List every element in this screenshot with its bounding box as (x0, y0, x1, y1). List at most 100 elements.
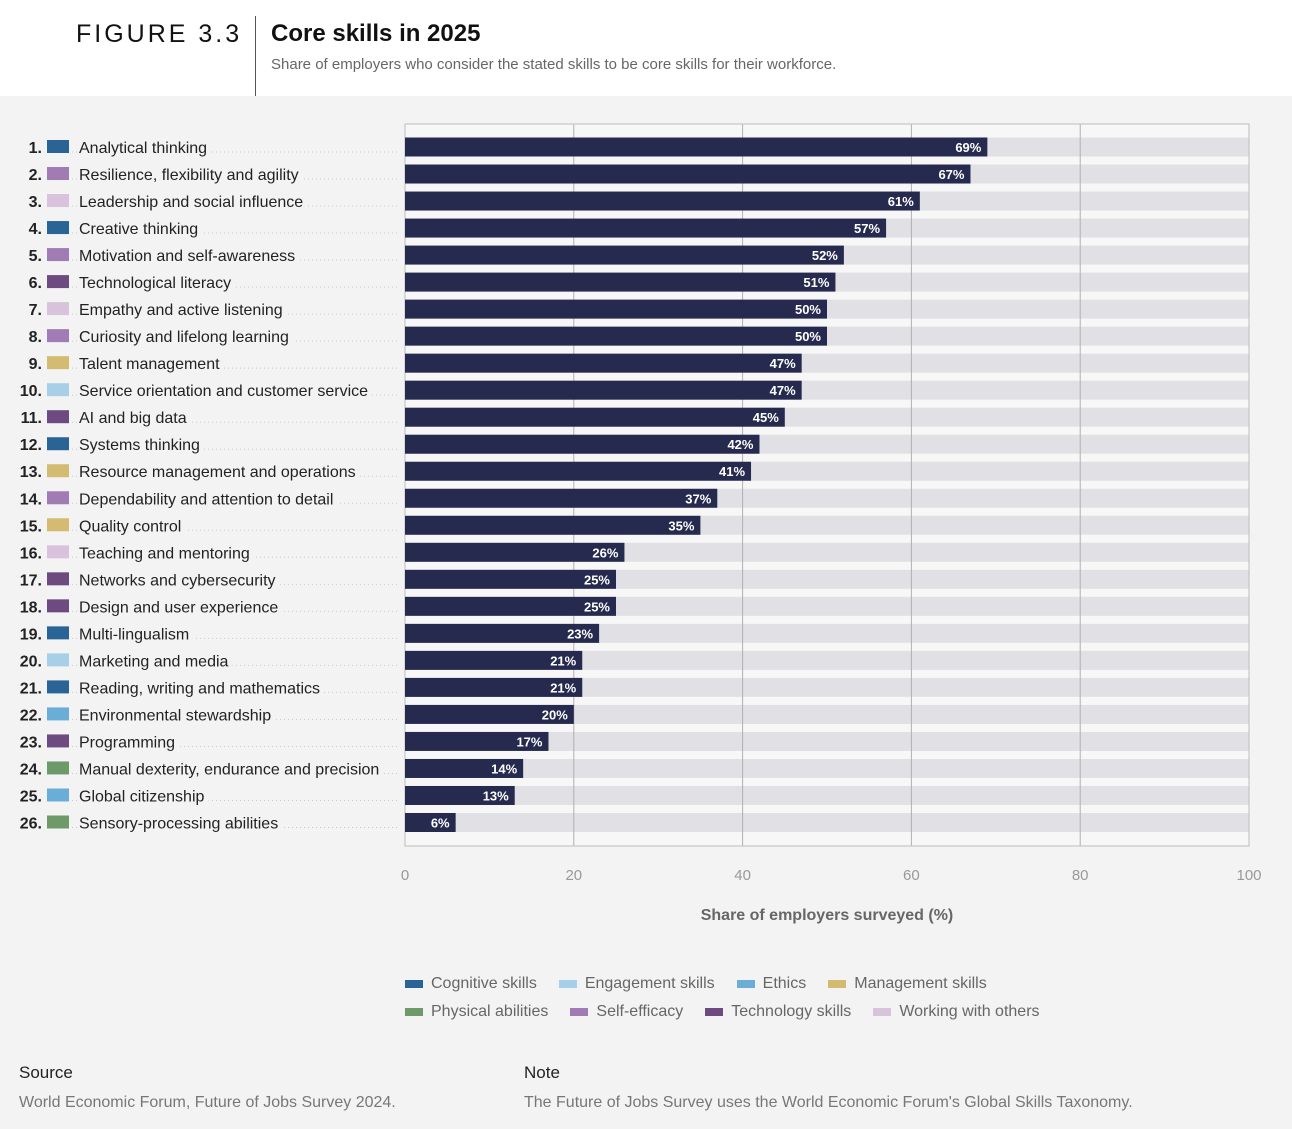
skill-group-chip (47, 626, 69, 640)
label-mask (77, 788, 209, 806)
bar-value-label: 25% (584, 599, 610, 614)
bar-chart: 1. Analytical thinking 69% 2. Resilience, fl… (20, 123, 1262, 924)
rank-label: 19. (20, 626, 42, 643)
bar (405, 137, 988, 157)
category-label: Multi-lingualism (79, 626, 189, 643)
legend-label: Cognitive skills (431, 975, 537, 992)
legend-swatch (405, 1008, 423, 1016)
rank-label: 1. (29, 140, 42, 157)
rank-label: 13. (20, 464, 42, 481)
rank-label: 11. (21, 410, 42, 427)
bar-track (405, 704, 1249, 724)
rank-label: 17. (20, 572, 42, 589)
label-mask (77, 356, 225, 374)
x-tick-label: 20 (565, 867, 582, 884)
skill-group-chip (47, 383, 69, 397)
label-mask (77, 815, 283, 833)
bar-value-label: 6% (431, 816, 450, 831)
rank-label: 14. (20, 491, 42, 508)
label-mask (77, 518, 186, 536)
skill-group-chip (47, 518, 69, 532)
bar-track (405, 785, 1249, 805)
x-axis-label: Share of employers surveyed (%) (701, 907, 954, 924)
bar (405, 569, 616, 589)
legend-swatch (828, 980, 847, 988)
bar (405, 650, 583, 670)
legend-swatch (558, 980, 577, 988)
legend-item-management: Management skills (828, 975, 987, 993)
skill-group-chip (47, 572, 69, 586)
bar-track (405, 731, 1249, 751)
bar (405, 434, 760, 454)
x-tick-label: 100 (1236, 867, 1261, 884)
bar-value-label: 14% (491, 761, 517, 776)
skill-group-chip (47, 356, 69, 370)
bar-value-label: 26% (592, 545, 618, 560)
rank-label: 7. (29, 302, 42, 319)
skill-group-chip (47, 788, 69, 802)
legend-label: Ethics (762, 975, 807, 992)
rank-label: 6. (29, 275, 42, 292)
skill-group-chip (47, 410, 69, 424)
category-label: Resilience, flexibility and agility (79, 167, 299, 184)
x-tick-label: 60 (903, 867, 920, 884)
legend-label: Working with others (899, 1003, 1040, 1020)
category-label: Sensory-processing abilities (79, 816, 278, 833)
category-label: Resource management and operations (79, 464, 356, 481)
bar (405, 353, 802, 373)
category-label: Design and user experience (79, 599, 278, 616)
rank-label: 3. (29, 194, 42, 211)
skill-group-chip (47, 248, 69, 262)
legend-label: Self-efficacy (596, 1003, 684, 1020)
label-mask (77, 680, 325, 698)
bar-value-label: 21% (550, 680, 576, 695)
bar (405, 542, 625, 562)
legend-row: Physical abilities Self-efficacy Technol… (405, 998, 1105, 1026)
category-label: Quality control (79, 518, 181, 535)
skill-group-chip (47, 545, 69, 559)
category-label: Environmental stewardship (79, 707, 271, 724)
category-label: Systems thinking (79, 437, 200, 454)
bar-track (405, 623, 1249, 643)
label-mask (77, 545, 254, 563)
legend-item-cognitive: Cognitive skills (405, 975, 537, 993)
label-mask (77, 383, 373, 401)
label-mask (77, 194, 308, 212)
legend-item-ethics: Ethics (736, 975, 807, 993)
category-label: Analytical thinking (79, 140, 207, 157)
bar-value-label: 17% (516, 734, 542, 749)
legend-item-engagement: Engagement skills (558, 975, 715, 993)
bar (405, 326, 827, 346)
category-label: Service orientation and customer service (79, 383, 368, 400)
category-label: Programming (79, 734, 175, 751)
label-mask (77, 464, 360, 482)
skill-group-chip (47, 275, 69, 289)
category-label: Empathy and active listening (79, 302, 283, 319)
skill-group-chip (47, 599, 69, 613)
legend-row: Cognitive skills Engagement skills Ethic… (405, 970, 1105, 998)
bar (405, 758, 524, 778)
bar (405, 785, 515, 805)
label-mask (77, 653, 233, 671)
label-mask (77, 599, 283, 617)
legend-item-technology: Technology skills (705, 1003, 851, 1021)
label-mask (77, 167, 303, 185)
bar-value-label: 47% (770, 356, 796, 371)
bar (405, 731, 549, 751)
bar-value-label: 42% (727, 437, 753, 452)
rank-label: 2. (29, 167, 42, 184)
legend-label: Management skills (854, 975, 987, 992)
source-text: World Economic Forum, Future of Jobs Sur… (19, 1094, 396, 1111)
bar-value-label: 50% (795, 329, 821, 344)
rank-label: 21. (20, 680, 42, 697)
label-mask (77, 248, 300, 266)
bar (405, 407, 785, 427)
plot-area (405, 124, 1249, 846)
legend-label: Technology skills (731, 1003, 852, 1020)
skill-group-chip (47, 437, 69, 451)
note-text: The Future of Jobs Survey uses the World… (524, 1094, 1133, 1111)
rank-label: 25. (20, 788, 42, 805)
bar (405, 218, 887, 238)
legend-item-working-with-others: Working with others (873, 1003, 1040, 1021)
skill-group-chip (47, 653, 69, 667)
